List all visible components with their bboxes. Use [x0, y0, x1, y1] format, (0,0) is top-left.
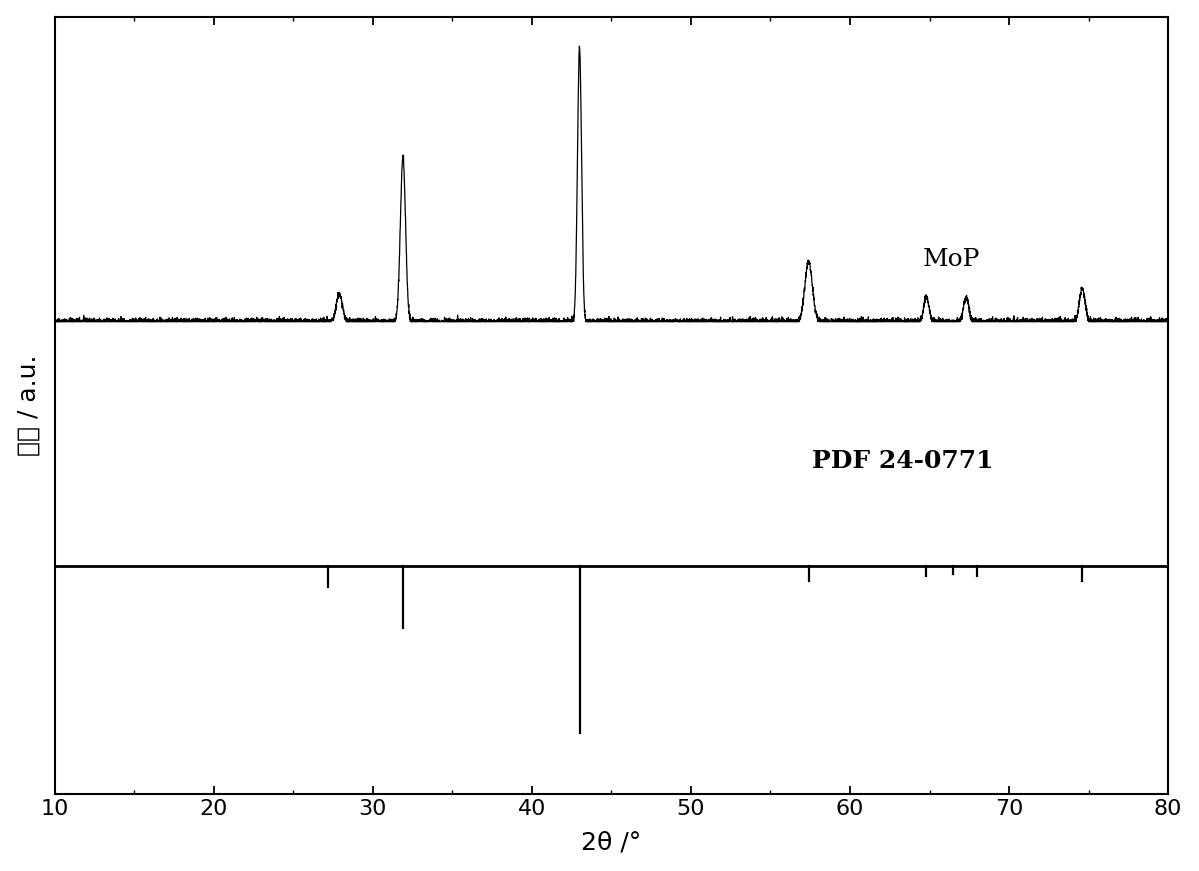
Text: PDF 24-0771: PDF 24-0771 [812, 449, 993, 473]
X-axis label: 2θ /°: 2θ /° [582, 830, 641, 854]
Text: MoP: MoP [923, 247, 981, 271]
Y-axis label: 强度 / a.u.: 强度 / a.u. [17, 354, 41, 456]
